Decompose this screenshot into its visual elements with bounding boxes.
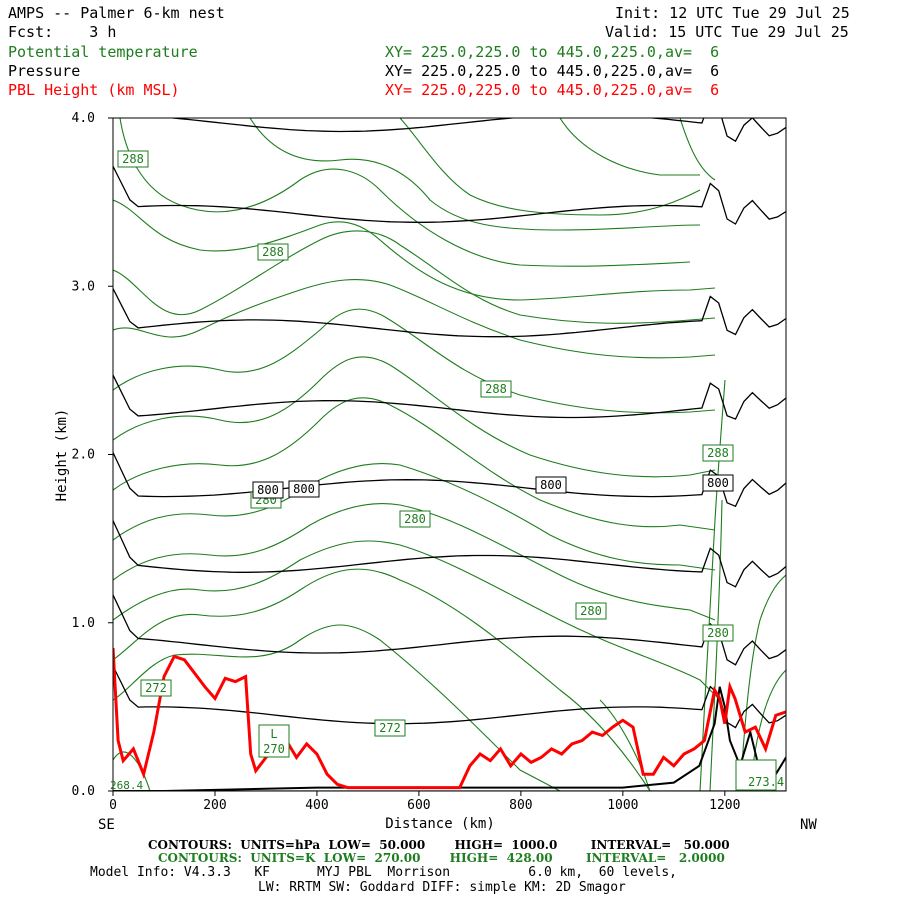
- model-info: Model Info: V4.3.3 KF MYJ PBL Morrison 6…: [90, 865, 677, 880]
- physics-info: LW: RRTM SW: Goddard DIFF: simple KM: 2D…: [258, 880, 626, 895]
- pbl-height-line: [113, 647, 786, 790]
- field-xy-pbl: XY= 225.0,225.0 to 445.0,225.0,av= 6: [385, 81, 720, 99]
- nw-label: NW: [800, 817, 817, 833]
- svg-text:L: L: [270, 727, 277, 741]
- theta-contour: [599, 699, 651, 791]
- x-tick-label: 800: [509, 798, 532, 813]
- theta-contour: [739, 574, 786, 791]
- theta-contour: [249, 118, 701, 231]
- forecast-hour: Fcst: 3 h: [8, 23, 117, 41]
- svg-text:268.4: 268.4: [110, 779, 143, 792]
- svg-text:800: 800: [540, 478, 562, 492]
- pressure-contour: [113, 288, 786, 338]
- theta-contour: [113, 397, 716, 531]
- theta-contour: [113, 540, 721, 701]
- y-tick-label: 1.0: [72, 616, 95, 631]
- svg-text:800: 800: [707, 476, 729, 490]
- pressure-contour: [113, 452, 786, 508]
- theta-contour: [113, 356, 716, 478]
- theta-label-288d: 288: [702, 444, 734, 462]
- theta-label-280c: 280: [575, 602, 607, 620]
- x-tick-label: 1000: [607, 798, 638, 813]
- svg-text:272: 272: [379, 721, 401, 735]
- svg-text:288: 288: [262, 245, 284, 259]
- svg-text:280: 280: [580, 604, 602, 618]
- pressure-label-800c: 800: [535, 476, 567, 494]
- theta-label-288c: 288: [480, 380, 512, 398]
- x-tick-label: 400: [305, 798, 328, 813]
- theta-label-280b: 280: [399, 510, 431, 528]
- theta-contour: [113, 279, 716, 359]
- theta-contour: [113, 462, 716, 571]
- theta-contour: [113, 199, 716, 301]
- pressure-contour: [165, 118, 786, 143]
- theta-contour: [113, 568, 651, 791]
- contour-info-theta: CONTOURS: UNITS=K LOW= 270.00 HIGH= 428.…: [158, 851, 725, 865]
- pressure-contour: [113, 520, 786, 588]
- theta-label-288b: 288: [257, 243, 289, 261]
- pressure-label-800a: 800: [252, 481, 284, 499]
- svg-text:800: 800: [257, 483, 279, 497]
- y-tick-label: 2.0: [72, 448, 95, 463]
- x-tick-label: 200: [203, 798, 226, 813]
- theta-label-288a: 288: [117, 150, 149, 168]
- x-tick-label: 1200: [709, 798, 740, 813]
- pressure-contour: [113, 594, 786, 666]
- theta-label-272b: 272: [374, 719, 406, 737]
- y-axis-label: Height (km): [54, 409, 70, 502]
- field-name-theta: Potential temperature: [8, 43, 198, 61]
- theta-left-label: 268.4: [110, 779, 143, 792]
- field-xy-theta: XY= 225.0,225.0 to 445.0,225.0,av= 6: [385, 43, 720, 61]
- pressure-label-800d: 800: [702, 474, 734, 492]
- svg-text:273.4: 273.4: [748, 775, 784, 789]
- y-tick-label: 3.0: [72, 279, 95, 294]
- y-tick-label: 0.0: [72, 784, 95, 799]
- theta-label-280d: 280: [702, 624, 734, 642]
- theta-contour: [559, 118, 700, 176]
- svg-text:270: 270: [263, 742, 285, 756]
- theta-contour: [709, 499, 723, 791]
- svg-text:280: 280: [707, 626, 729, 640]
- theta-contour: [113, 502, 716, 621]
- init-time: Init: 12 UTC Tue 29 Jul 25: [615, 4, 850, 22]
- theta-contour: [119, 118, 691, 267]
- x-tick-label: 600: [407, 798, 430, 813]
- svg-text:800: 800: [293, 482, 315, 496]
- se-label: SE: [98, 817, 115, 833]
- x-axis-label: Distance (km): [385, 816, 495, 832]
- theta-low-label: L 270: [258, 724, 290, 758]
- plot-title: AMPS -- Palmer 6-km nest: [8, 4, 225, 22]
- pressure-contour: [113, 166, 786, 225]
- svg-text:272: 272: [145, 681, 167, 695]
- theta-contour: [699, 379, 726, 791]
- x-tick-label: 0: [109, 798, 117, 813]
- svg-text:288: 288: [485, 382, 507, 396]
- contour-info-pressure: CONTOURS: UNITS=hPa LOW= 50.000 HIGH= 10…: [148, 838, 730, 852]
- theta-contours: [113, 118, 786, 791]
- theta-contour: [113, 624, 561, 791]
- theta-contour: [113, 230, 716, 324]
- y-tick-label: 4.0: [72, 111, 95, 126]
- terrain-line: [113, 686, 786, 791]
- valid-time: Valid: 15 UTC Tue 29 Jul 25: [605, 23, 849, 41]
- pressure-label-800b: 800: [288, 480, 320, 498]
- theta-contour: [113, 308, 716, 414]
- theta-label-272a: 272: [140, 679, 172, 697]
- field-name-pbl: PBL Height (km MSL): [8, 81, 180, 99]
- pressure-contour: [113, 665, 786, 729]
- svg-text:288: 288: [707, 446, 729, 460]
- theta-high-label: 273.4: [735, 759, 784, 791]
- theta-contour: [399, 118, 701, 216]
- svg-text:288: 288: [122, 152, 144, 166]
- pressure-contour: [113, 374, 786, 420]
- plot-frame: [112, 117, 787, 792]
- svg-text:280: 280: [404, 512, 426, 526]
- theta-contour: [679, 118, 716, 181]
- field-name-pressure: Pressure: [8, 62, 81, 80]
- theta-contour: [113, 751, 151, 791]
- field-xy-pressure: XY= 225.0,225.0 to 445.0,225.0,av= 6: [385, 62, 720, 80]
